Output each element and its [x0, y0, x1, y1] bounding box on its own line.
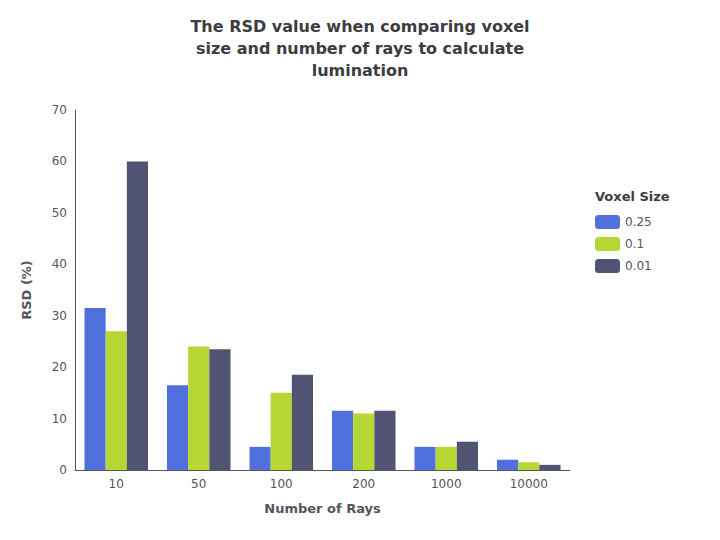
- svg-text:50: 50: [191, 477, 206, 491]
- svg-text:Number of Rays: Number of Rays: [264, 501, 381, 516]
- svg-text:Voxel Size: Voxel Size: [595, 189, 670, 204]
- svg-text:10000: 10000: [510, 477, 548, 491]
- svg-text:60: 60: [52, 154, 67, 168]
- svg-text:50: 50: [52, 206, 67, 220]
- svg-text:RSD (%): RSD (%): [19, 260, 34, 320]
- svg-text:1000: 1000: [431, 477, 462, 491]
- svg-text:0.25: 0.25: [625, 215, 652, 229]
- svg-text:The RSD value when comparing v: The RSD value when comparing voxel: [190, 17, 529, 36]
- svg-text:200: 200: [352, 477, 375, 491]
- svg-text:100: 100: [270, 477, 293, 491]
- svg-text:size and number of rays to cal: size and number of rays to calculate: [196, 39, 524, 58]
- svg-text:0.01: 0.01: [625, 259, 652, 273]
- svg-text:70: 70: [52, 103, 67, 117]
- svg-text:10: 10: [109, 477, 124, 491]
- svg-text:30: 30: [52, 309, 67, 323]
- svg-text:20: 20: [52, 360, 67, 374]
- svg-text:lumination: lumination: [312, 61, 409, 80]
- svg-text:0: 0: [59, 463, 67, 477]
- svg-text:0.1: 0.1: [625, 237, 644, 251]
- svg-text:40: 40: [52, 257, 67, 271]
- svg-text:10: 10: [52, 412, 67, 426]
